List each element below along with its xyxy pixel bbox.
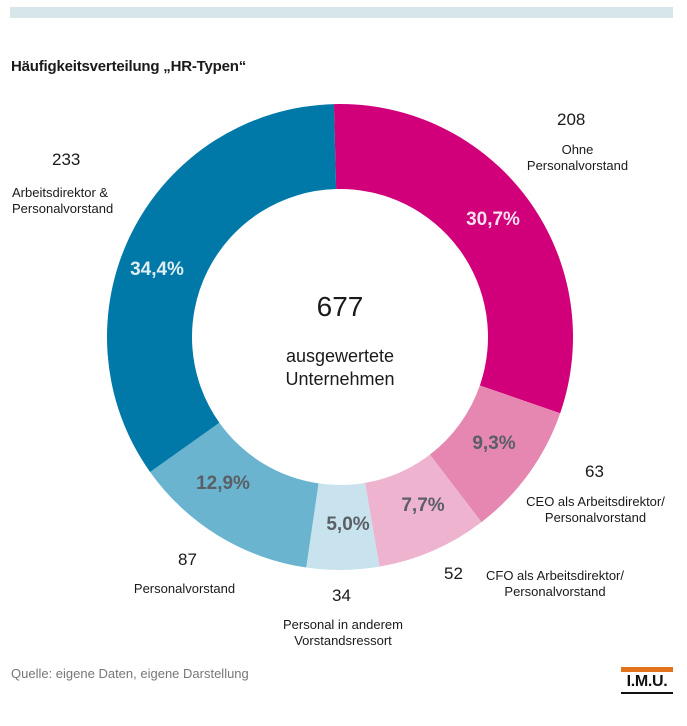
- donut-slice-4: [150, 422, 319, 568]
- slice-label-ceo: CEO als Arbeitsdirektor/ Personalvorstan…: [508, 494, 683, 526]
- slice-label-line1: Personal in anderem: [283, 617, 403, 632]
- slice-label-arbeitsdirektor: Arbeitsdirektor & Personalvorstand: [12, 185, 162, 217]
- slice-percent-cfo: 7,7%: [401, 495, 445, 516]
- donut-slice-3: [306, 482, 380, 571]
- slice-label-line1: CFO als Arbeitsdirektor/: [486, 568, 624, 583]
- donut-slice-1: [429, 385, 561, 523]
- slice-label-line2: Vorstandsressort: [294, 633, 392, 648]
- slice-percent-arbeitsdirektor: 34,4%: [130, 259, 184, 280]
- slice-count-personalvorstand: 87: [178, 550, 197, 569]
- slice-label-line1: Ohne: [561, 142, 594, 157]
- logo-accent-bar: [621, 667, 673, 672]
- slice-count-ceo: 63: [585, 462, 604, 481]
- slice-label-anderes-ressort: Personal in anderem Vorstandsressort: [258, 617, 428, 649]
- center-label-line2: Unternehmen: [285, 369, 395, 389]
- slice-count-cfo: 52: [444, 564, 463, 583]
- slice-label-line2: Personalvorstand: [504, 584, 606, 599]
- donut-slice-2: [365, 454, 482, 567]
- imu-logo: I.M.U.: [621, 667, 673, 697]
- logo-text: I.M.U.: [626, 673, 668, 690]
- top-accent-bar: [10, 7, 673, 18]
- slice-label-line1: Arbeitsdirektor &: [12, 185, 109, 200]
- slice-label-personalvorstand: Personalvorstand: [122, 581, 247, 597]
- slice-label-ohne-personalvorstand: Ohne Personalvorstand: [515, 142, 640, 174]
- slice-percent-ceo: 9,3%: [472, 433, 516, 454]
- slice-count-anderes-ressort: 34: [332, 586, 351, 605]
- slice-label-line1: Personalvorstand: [133, 581, 236, 596]
- slice-label-line2: Personalvorstand: [544, 510, 647, 525]
- source-note: Quelle: eigene Daten, eigene Darstellung: [11, 666, 249, 681]
- chart-title: Häufigkeitsverteilung „HR-Typen“: [11, 58, 247, 75]
- center-total-count: 677: [316, 291, 364, 322]
- center-total-label: ausgewertete Unternehmen: [230, 345, 450, 391]
- slice-label-cfo: CFO als Arbeitsdirektor/ Personalvorstan…: [470, 568, 640, 600]
- slice-label-line2: Personalvorstand: [526, 158, 629, 173]
- slice-percent-anderes-ressort: 5,0%: [326, 514, 370, 535]
- slice-count-ohne-personalvorstand: 208: [557, 110, 586, 129]
- slice-percent-ohne-personalvorstand: 30,7%: [466, 209, 520, 230]
- donut-slice-0: [333, 103, 573, 414]
- slice-label-line1: CEO als Arbeitsdirektor/: [526, 494, 665, 509]
- slice-count-arbeitsdirektor: 233: [52, 150, 81, 169]
- center-label-line1: ausgewertete: [285, 346, 395, 366]
- slice-percent-personalvorstand: 12,9%: [196, 473, 250, 494]
- slice-label-line2: Personalvorstand: [12, 201, 114, 216]
- donut-slice-5: [106, 104, 337, 472]
- logo-underline: [621, 692, 673, 694]
